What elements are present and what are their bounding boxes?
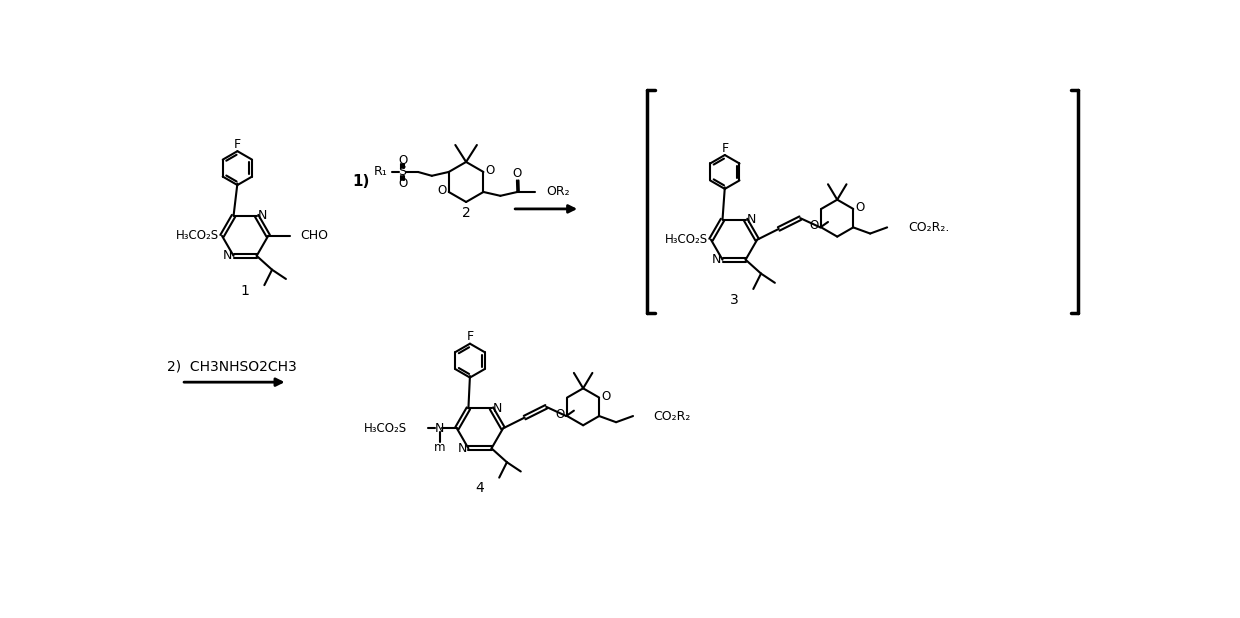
Text: 2: 2	[461, 206, 470, 220]
Text: m: m	[434, 441, 445, 454]
Text: N: N	[458, 442, 467, 455]
Text: H₃CO₂S: H₃CO₂S	[665, 233, 708, 246]
Text: N: N	[435, 422, 445, 435]
Text: 2)  CH3NHSO2CH3: 2) CH3NHSO2CH3	[167, 360, 298, 374]
Text: CO₂R₂: CO₂R₂	[653, 410, 691, 423]
Text: 3: 3	[729, 293, 739, 307]
Text: H₃CO₂S: H₃CO₂S	[176, 229, 219, 242]
Text: F: F	[722, 142, 728, 154]
Text: S: S	[398, 166, 407, 179]
Text: O: O	[601, 389, 611, 402]
Text: N: N	[258, 210, 268, 222]
Text: CHO: CHO	[300, 229, 329, 242]
Text: O: O	[398, 177, 407, 190]
Text: CO₂R₂.: CO₂R₂.	[909, 221, 950, 234]
Text: 1: 1	[241, 284, 249, 298]
Text: N: N	[712, 253, 720, 266]
Text: F: F	[466, 330, 474, 343]
Text: F: F	[234, 138, 241, 151]
Text: O: O	[398, 154, 407, 167]
Text: O: O	[486, 164, 495, 177]
Text: H₃CO₂S: H₃CO₂S	[363, 422, 407, 435]
Text: O: O	[556, 408, 565, 421]
Text: O: O	[512, 167, 522, 180]
Text: O: O	[810, 219, 818, 232]
Text: N: N	[494, 402, 502, 415]
Text: N: N	[223, 250, 232, 263]
Text: OR₂: OR₂	[546, 185, 569, 198]
Text: O: O	[438, 184, 446, 197]
Text: N: N	[748, 213, 756, 226]
Text: 1): 1)	[352, 174, 370, 190]
Text: 4: 4	[476, 481, 485, 496]
Text: R₁: R₁	[373, 166, 387, 179]
Text: O: O	[856, 201, 864, 214]
